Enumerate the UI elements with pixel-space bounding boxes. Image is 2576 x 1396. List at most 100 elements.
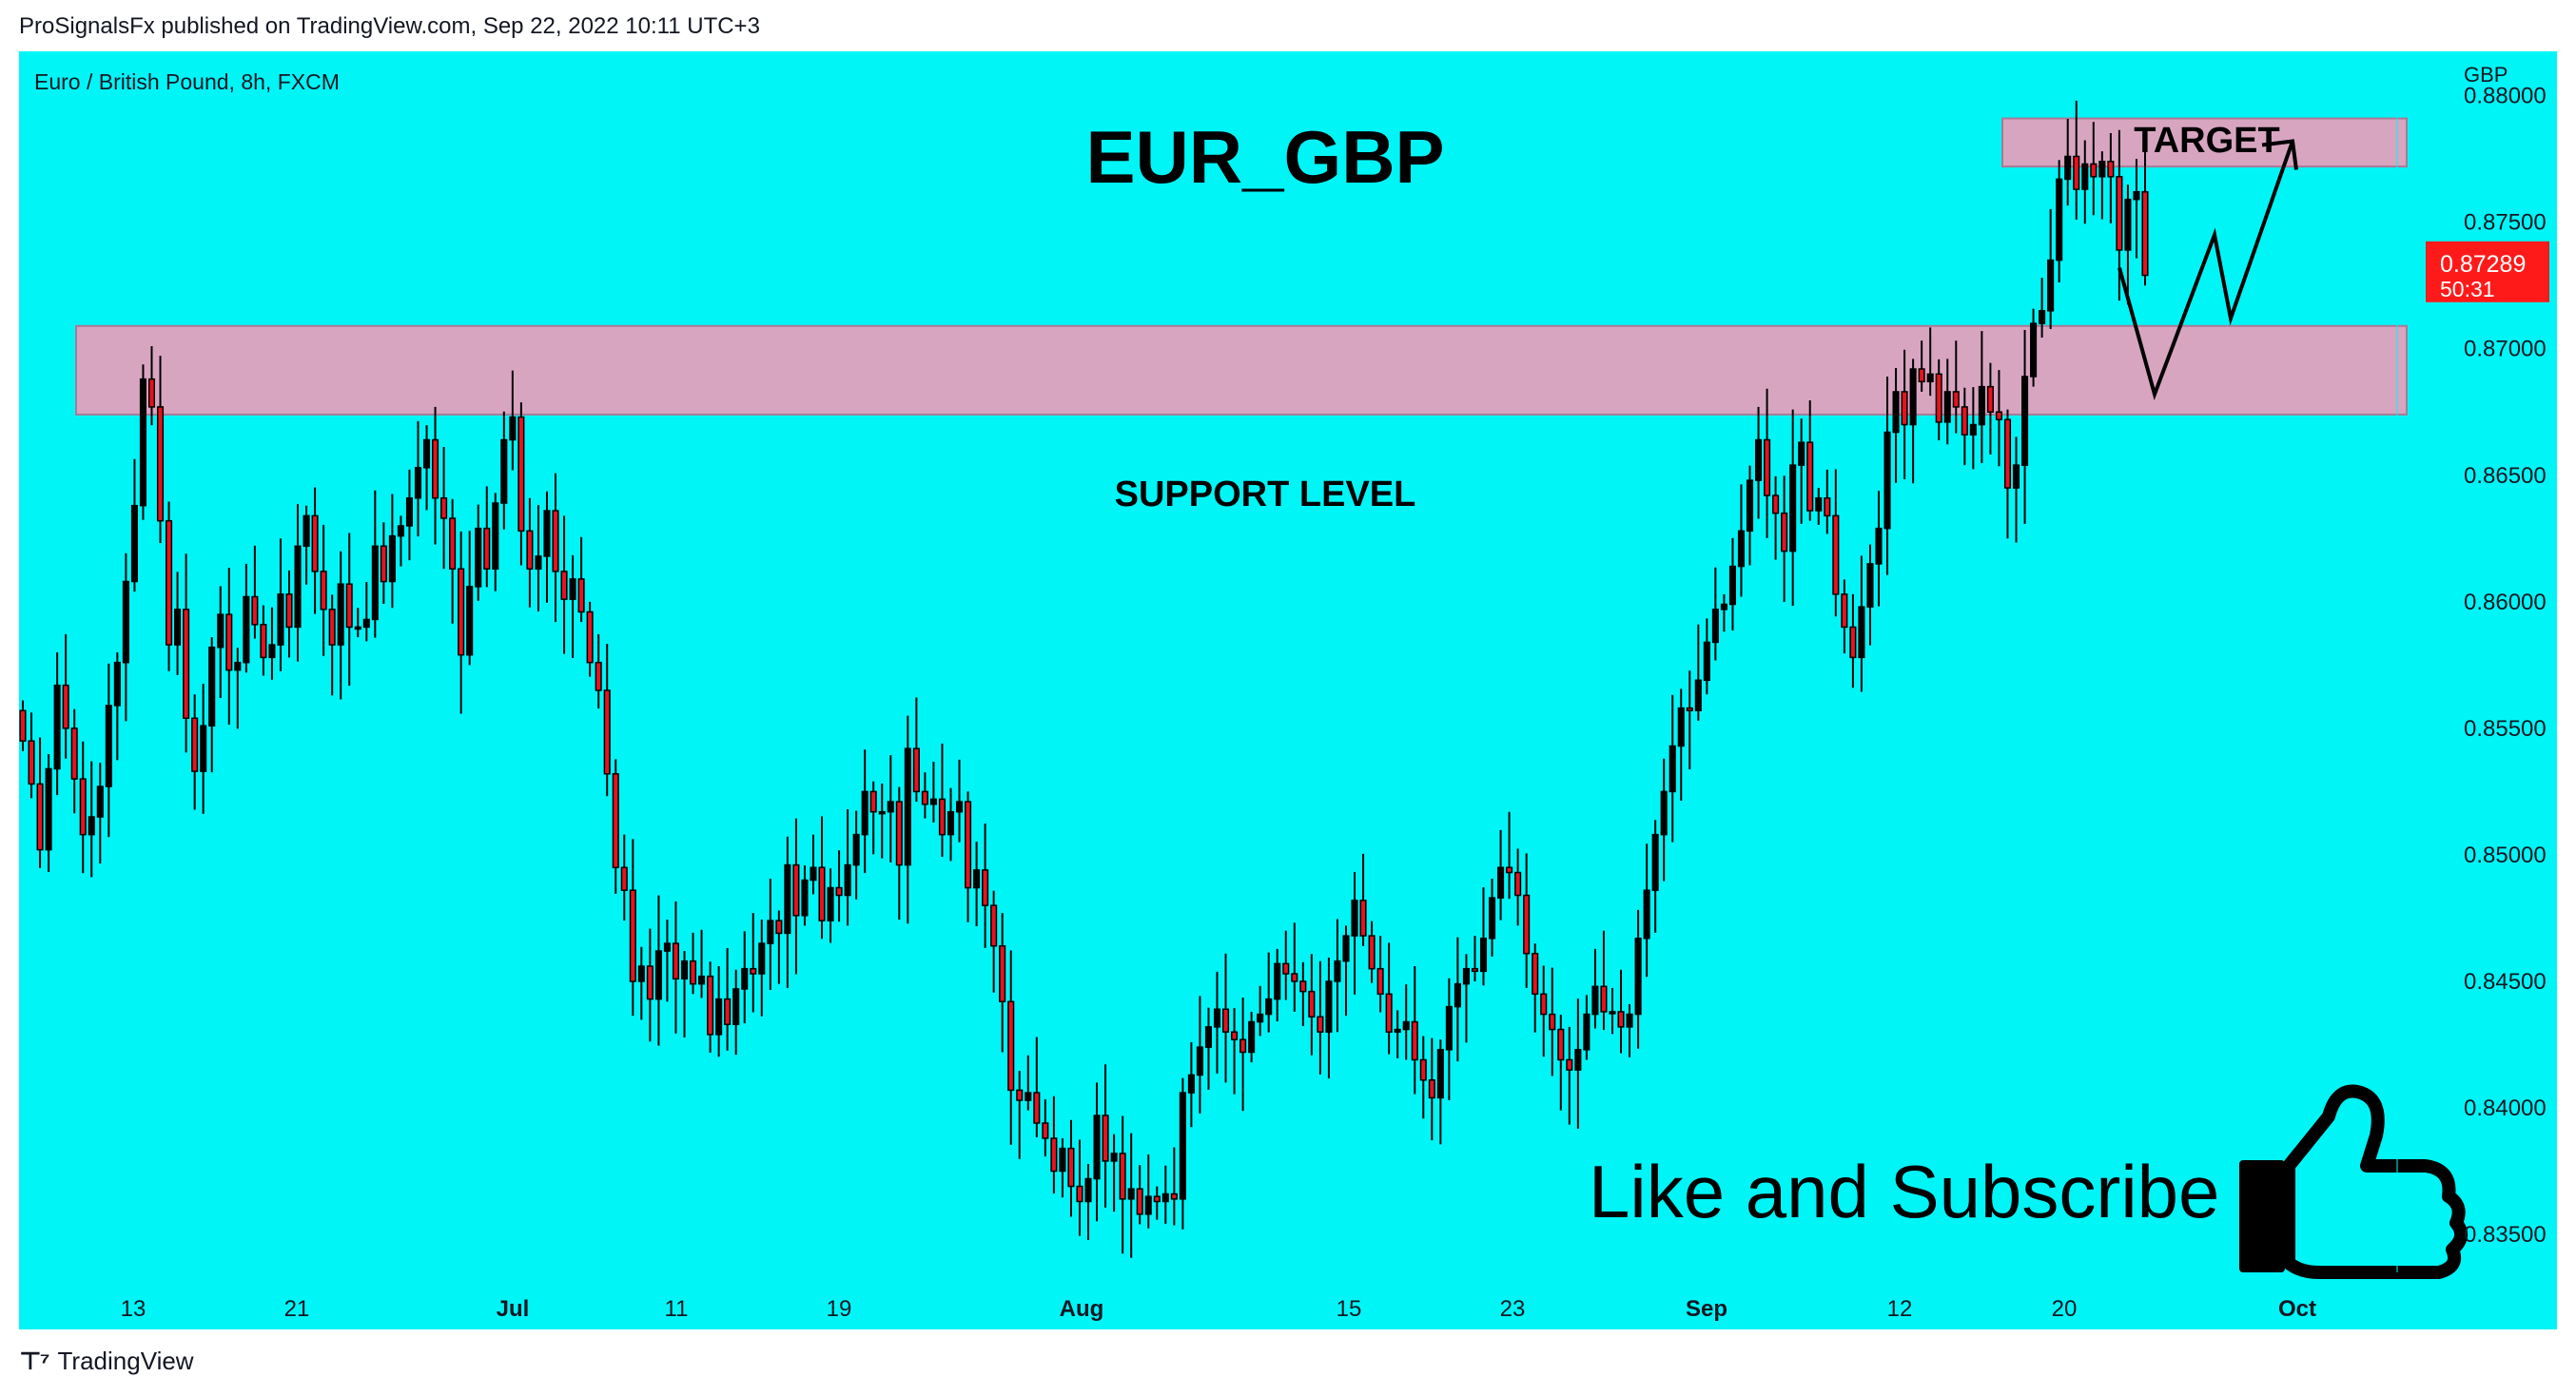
candle-body-up	[500, 438, 508, 504]
candle	[1274, 948, 1281, 1022]
candle-body-down	[147, 378, 156, 408]
candle	[921, 772, 928, 819]
candle	[2064, 119, 2072, 206]
candle-body-up	[1754, 438, 1763, 481]
current-price-tag	[2426, 241, 2549, 302]
candle-body-up	[973, 869, 981, 889]
candle	[208, 637, 216, 773]
candle-body-down	[1617, 1011, 1625, 1028]
candle	[2133, 159, 2140, 259]
candle	[440, 446, 448, 570]
candle-body-up	[543, 510, 551, 557]
candle	[620, 834, 628, 921]
candle-body-up	[2056, 178, 2063, 262]
candle-body-up	[1093, 1115, 1101, 1180]
candle	[166, 501, 173, 671]
candle	[1883, 376, 1891, 575]
chart-svg[interactable]: Euro / British Pound, 8h, FXCM GBP EUR_G…	[19, 51, 2557, 1329]
candle-body-up	[492, 502, 499, 570]
candle	[1772, 475, 1780, 560]
candle	[2090, 122, 2098, 216]
candle	[1342, 925, 1350, 1017]
candle-body-down	[1471, 967, 1479, 973]
candle-body-up	[946, 810, 955, 836]
candle	[414, 420, 422, 537]
candle	[1334, 919, 1341, 1033]
candle	[1901, 349, 1908, 480]
candle-body-up	[535, 555, 542, 570]
candle	[1858, 555, 1865, 692]
chart-title: EUR_GBP	[1085, 115, 1444, 199]
chart-area[interactable]: Euro / British Pound, 8h, FXCM GBP EUR_G…	[19, 51, 2557, 1329]
tradingview-logo-icon: ⊤⁷	[19, 1347, 49, 1375]
candle	[53, 652, 61, 796]
candle-body-down	[285, 593, 293, 629]
candle-body-down	[724, 998, 732, 1025]
candle-body-down	[1016, 1089, 1024, 1101]
candle	[724, 947, 732, 1051]
current-price-value: 0.87289	[2440, 251, 2526, 278]
candle-body-up	[388, 534, 396, 583]
candle	[285, 570, 293, 658]
candle	[1798, 418, 1805, 524]
candle-body-up	[810, 866, 817, 882]
x-tick-label: 23	[1500, 1296, 1526, 1322]
candle	[1557, 1015, 1565, 1111]
candle	[362, 582, 370, 642]
candle-body-up	[1204, 1026, 1213, 1048]
candle	[535, 505, 542, 611]
candle-body-down	[1832, 514, 1840, 595]
candle	[475, 504, 482, 601]
candle	[680, 951, 689, 1038]
candle	[62, 633, 69, 759]
candle-body-down	[1308, 990, 1316, 1018]
candle	[1042, 1098, 1049, 1157]
candle	[1368, 921, 1376, 983]
candle-body-down	[2090, 163, 2098, 178]
x-tick-label: 11	[665, 1296, 689, 1322]
candle-body-up	[1025, 1092, 1032, 1101]
candle	[801, 865, 809, 926]
projection-path	[2117, 140, 2294, 401]
candle	[1849, 593, 1857, 688]
candle-body-up	[1660, 790, 1668, 836]
candle-body-up	[1213, 1008, 1221, 1028]
candle-body-down	[792, 863, 800, 917]
candle	[965, 791, 972, 922]
candle-body-up	[1866, 563, 1874, 608]
candle-body-up	[88, 816, 95, 836]
candle-body-down	[1764, 438, 1771, 496]
footer-logo[interactable]: ⊤⁷ TradingView	[19, 1347, 194, 1376]
candle-body-up	[1454, 982, 1461, 1008]
candle	[1514, 848, 1522, 926]
candle-body-down	[689, 960, 697, 985]
candle	[139, 364, 147, 520]
candle	[2141, 140, 2149, 286]
y-tick-label: 0.83500	[2464, 1222, 2547, 1248]
candle-body-up	[2081, 163, 2089, 190]
candle-body-down	[990, 904, 998, 947]
candle	[1325, 957, 1333, 1079]
candle	[1308, 954, 1316, 1056]
published-header: ProSignalsFx published on TradingView.co…	[19, 13, 760, 39]
candle	[1419, 1036, 1427, 1119]
x-tick-label: Jul	[497, 1296, 530, 1322]
candle	[1703, 618, 1710, 695]
candle	[2030, 308, 2038, 387]
candle-body-up	[2039, 310, 2046, 324]
candle-body-up	[758, 942, 766, 975]
candle-body-up	[1127, 1188, 1135, 1200]
candle	[105, 663, 112, 838]
candle-body-down	[1781, 512, 1788, 553]
candle	[1231, 1008, 1239, 1095]
candle-body-up	[509, 416, 517, 441]
candle	[147, 346, 156, 426]
candle-body-down	[1291, 973, 1298, 982]
candle-body-up	[715, 998, 723, 1036]
candle-body-up	[1634, 937, 1642, 1016]
candle	[243, 563, 250, 673]
candle-body-down	[1102, 1115, 1109, 1162]
candle-body-up	[1574, 1049, 1582, 1071]
candle-body-up	[337, 583, 344, 646]
candle	[1144, 1154, 1152, 1229]
